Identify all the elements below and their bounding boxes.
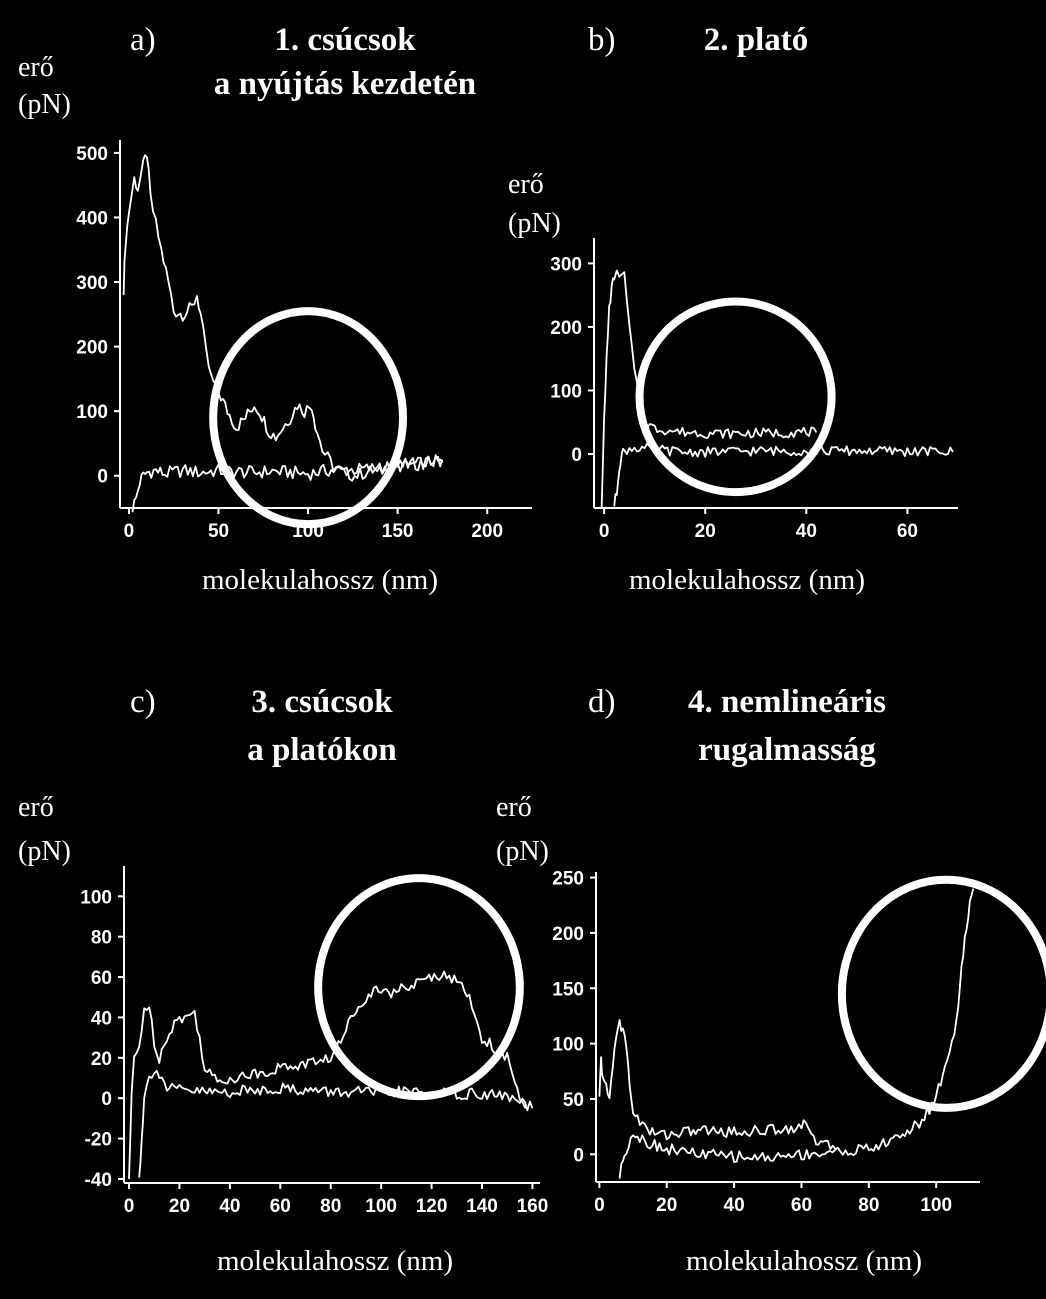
x-tick-label: 100 [920,1195,952,1216]
y-tick-label: 150 [552,979,584,1000]
data-trace [598,1019,836,1150]
y-tick-label: 100 [80,887,112,908]
highlight-circle [314,874,524,1101]
panel-d-xlabel: molekulahossz (nm) [686,1245,922,1277]
panel-c-plot: 100 80 60 40 20 0 -20 -40 0 20 40 60 80 100 120 140 160 [80,866,548,1217]
y-tick-label: 100 [550,381,582,402]
y-tick-label: 80 [91,928,112,949]
x-tick-label: 40 [796,521,817,542]
panel-b-letter: b) [588,22,616,58]
x-tick-label: 200 [471,521,503,542]
panel-c: c) 3. csúcsok a platókon erő (pN) moleku… [18,684,548,1277]
x-tick-label: 40 [724,1195,745,1216]
panel-a-xlabel: molekulahossz (nm) [202,564,438,596]
x-tick-label: 160 [517,1196,549,1217]
panel-a-letter: a) [130,22,156,58]
y-tick-label: 250 [552,869,584,890]
panel-c-xlabel: molekulahossz (nm) [217,1245,453,1277]
x-tick-label: 60 [791,1195,812,1216]
panel-c-ylabel-line2: (pN) [18,836,71,867]
panel-d-title-line1: 4. nemlineáris [688,684,886,720]
x-tick-label: 80 [858,1195,879,1216]
panel-b: b) 2. plató erő (pN) molekulahossz (nm) … [508,22,958,596]
panel-b-xlabel: molekulahossz (nm) [629,564,865,596]
y-tick-label: 50 [563,1090,584,1111]
x-tick-label: 0 [599,521,610,542]
panel-a-title-line1: 1. csúcsok [274,22,416,58]
x-tick-label: 80 [320,1196,341,1217]
x-tick-label: 60 [270,1196,291,1217]
x-tick-label: 0 [594,1195,605,1216]
x-tick-label: 0 [124,521,135,542]
data-trace [138,1069,534,1178]
highlight-circle [209,307,408,529]
y-tick-label: 300 [76,273,108,294]
panel-d: d) 4. nemlineáris rugalmasság erő (pN) m… [496,684,1046,1277]
panel-c-title-line2: a platókon [247,732,396,768]
x-tick-label: 140 [466,1196,498,1217]
y-tick-label: 0 [97,467,108,488]
x-tick-label: 20 [169,1196,190,1217]
y-tick-label: 40 [91,1008,112,1029]
panel-c-letter: c) [130,684,156,720]
y-tick-label: 20 [91,1049,112,1070]
y-tick-label: -40 [85,1170,112,1191]
y-tick-label: 0 [571,445,582,466]
data-trace [128,970,528,1180]
x-tick-label: 60 [897,521,918,542]
panel-d-ylabel-line1: erő [496,792,532,823]
y-tick-label: 60 [91,968,112,989]
y-tick-label: 200 [550,318,582,339]
x-tick-label: 20 [695,521,716,542]
panel-d-plot: 250 200 150 100 50 0 0 20 40 60 80 100 [552,869,1046,1216]
y-tick-label: 500 [76,144,108,165]
x-tick-label: 20 [656,1195,677,1216]
y-tick-label: -20 [85,1130,112,1151]
panel-b-title-line1: 2. plató [704,22,809,58]
panel-d-letter: d) [588,684,616,720]
x-tick-label: 120 [416,1196,448,1217]
panel-b-plot: 300 200 100 0 0 20 40 60 [550,238,958,542]
y-tick-label: 300 [550,254,582,275]
panel-c-title-line1: 3. csúcsok [251,684,393,720]
y-tick-label: 0 [101,1089,112,1110]
panel-d-title-line2: rugalmasság [698,732,876,768]
data-trace [600,269,818,509]
panel-d-ylabel-line2: (pN) [496,836,549,867]
panel-b-ylabel-line2: (pN) [508,208,561,239]
x-tick-label: 50 [208,521,229,542]
y-tick-label: 0 [573,1145,584,1166]
panel-a-ylabel-line1: erő [18,52,54,83]
y-tick-label: 100 [76,402,108,423]
panel-a-ylabel-line2: (pN) [18,89,71,120]
x-tick-label: 40 [219,1196,240,1217]
highlight-circle [837,875,1046,1112]
y-tick-label: 200 [76,338,108,359]
y-tick-label: 100 [552,1035,584,1056]
y-tick-label: 200 [552,924,584,945]
highlight-circle [635,297,836,497]
panel-c-ylabel-line1: erő [18,792,54,823]
panel-b-ylabel-line1: erő [508,169,544,200]
panel-a: a) 1. csúcsok a nyújtás kezdetén erő (pN… [18,22,532,596]
x-tick-label: 150 [382,521,414,542]
y-tick-label: 400 [76,208,108,229]
data-trace [618,888,975,1179]
x-tick-label: 0 [124,1196,135,1217]
x-tick-label: 100 [365,1196,397,1217]
data-trace [613,442,954,507]
panel-a-title-line2: a nyújtás kezdetén [214,66,476,102]
